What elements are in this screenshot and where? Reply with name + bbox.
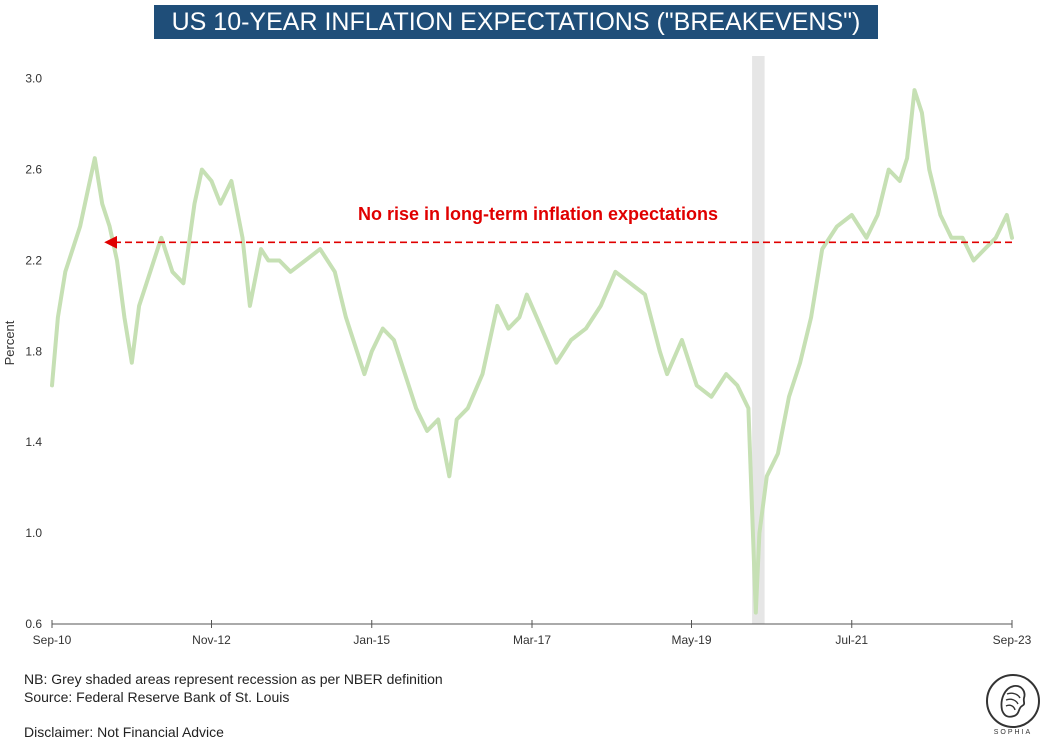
x-tick-label: Sep-10 xyxy=(33,633,72,647)
x-tick-label: May-19 xyxy=(671,633,711,647)
footnote-disclaimer: Disclaimer: Not Financial Advice xyxy=(24,724,224,740)
sophia-head-icon xyxy=(1000,685,1026,718)
y-tick-label: 1.0 xyxy=(25,526,42,540)
x-tick-label: Nov-12 xyxy=(192,633,231,647)
series-line-breakeven xyxy=(50,88,1014,615)
y-tick-label: 2.2 xyxy=(25,253,42,267)
footnote-source: Source: Federal Reserve Bank of St. Loui… xyxy=(24,689,290,705)
logo-text: SOPHIA xyxy=(994,729,1032,736)
sophia-logo: SOPHIA xyxy=(986,674,1040,736)
x-tick-label: Jan-15 xyxy=(353,633,390,647)
y-tick-label: 2.6 xyxy=(25,163,42,177)
chart-title: US 10-YEAR INFLATION EXPECTATIONS ("BREA… xyxy=(154,5,878,39)
x-tick-label: Jul-21 xyxy=(835,633,868,647)
x-tick-label: Sep-23 xyxy=(993,633,1032,647)
y-tick-label: 3.0 xyxy=(25,72,42,86)
y-axis-label: Percent xyxy=(2,320,17,365)
y-tick-label: 1.4 xyxy=(25,435,42,449)
x-tick-label: Mar-17 xyxy=(513,633,551,647)
y-tick-label: 1.8 xyxy=(25,344,42,358)
recession-band xyxy=(752,56,765,624)
y-tick-label: 0.6 xyxy=(25,617,42,631)
annotation-text: No rise in long-term inflation expectati… xyxy=(358,204,718,224)
footnote-nb: NB: Grey shaded areas represent recessio… xyxy=(24,671,443,687)
